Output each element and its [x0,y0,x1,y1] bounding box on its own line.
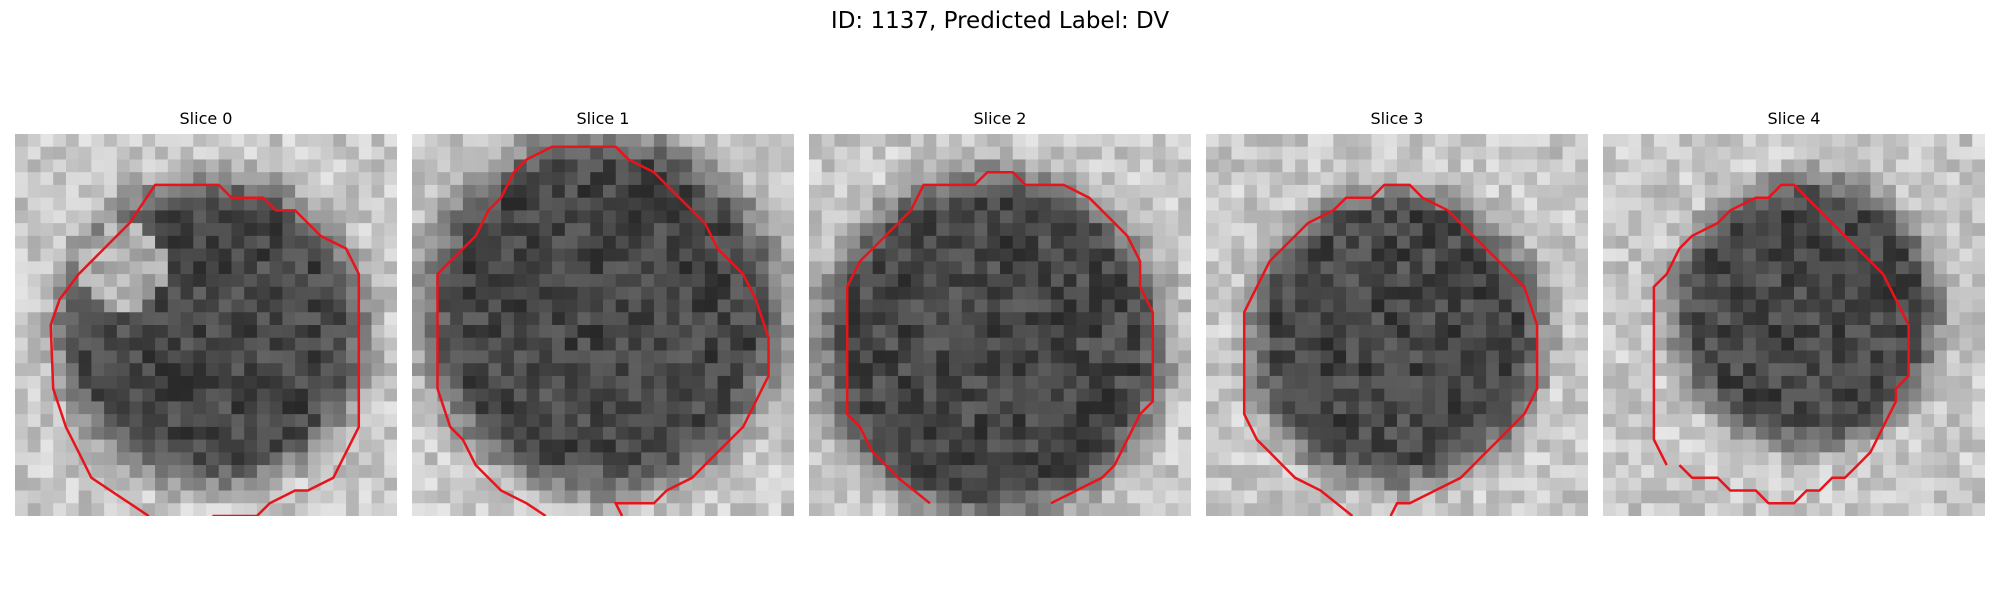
contour-outline [1652,183,1910,505]
slice-image [809,134,1191,516]
slice-panel-3: Slice 3 [1206,110,1588,516]
slice-title: Slice 3 [1370,109,1424,128]
contour-outline [49,183,361,516]
slice-image [1603,134,1985,516]
slice-image [1206,134,1588,516]
slice-panel-1: Slice 1 [412,110,794,516]
slice-title: Slice 1 [576,109,630,128]
slice-title: Slice 4 [1767,109,1821,128]
contour-outline [436,145,770,516]
slice-image [412,134,794,516]
figure-title: ID: 1137, Predicted Label: DV [830,8,1170,34]
contour-outline [1242,183,1539,516]
slice-title: Slice 0 [179,109,233,128]
slice-panel-2: Slice 2 [809,110,1191,516]
contour-outline [845,170,1155,505]
slice-title: Slice 2 [973,109,1027,128]
slice-image [15,134,397,516]
slice-panel-0: Slice 0 [15,110,397,516]
slice-panel-4: Slice 4 [1603,110,1985,516]
